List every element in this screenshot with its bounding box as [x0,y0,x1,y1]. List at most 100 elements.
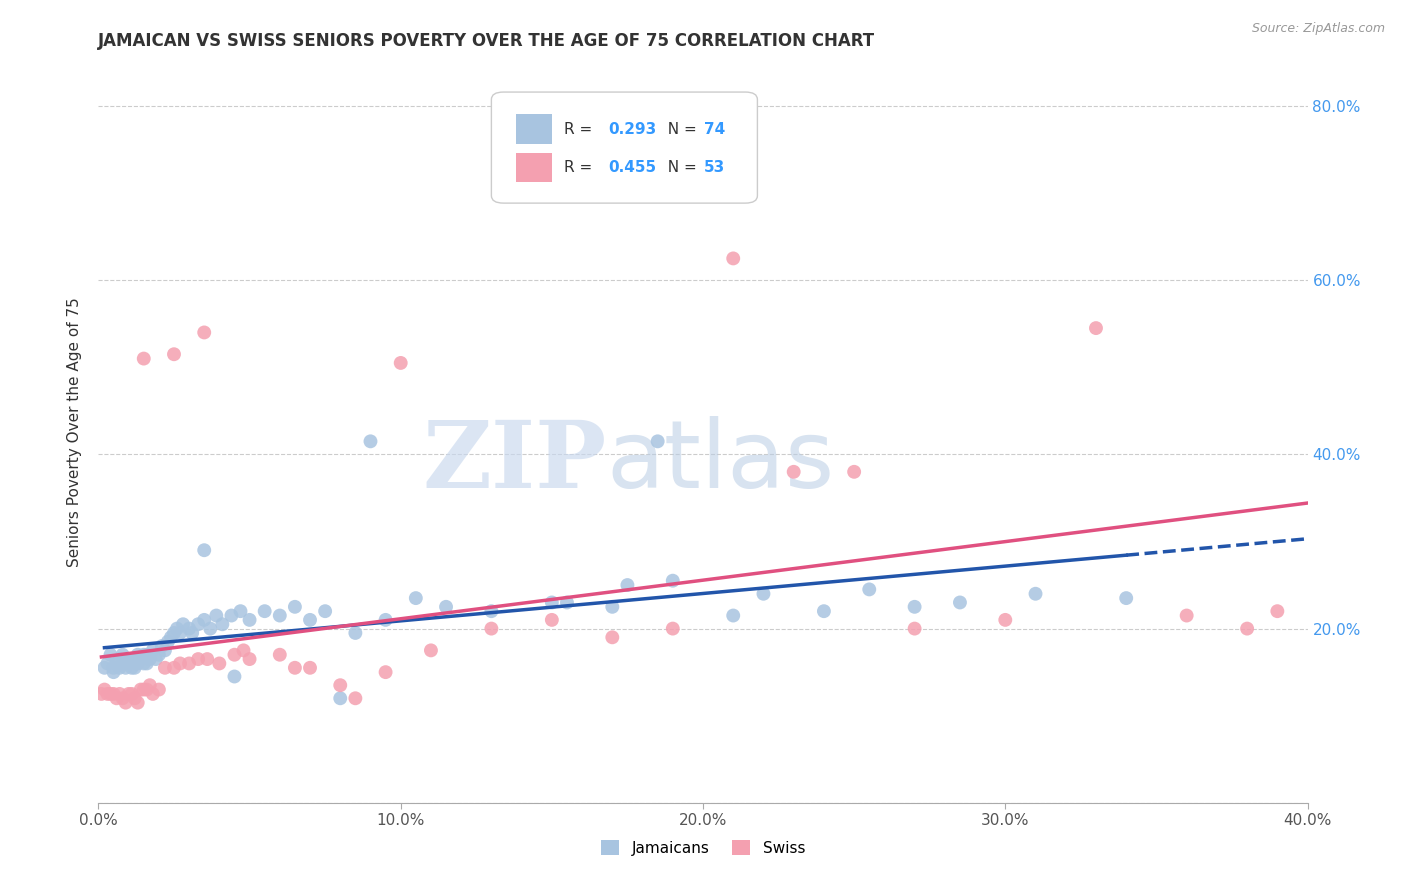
Point [172,617,194,632]
Legend: Jamaicans, Swiss: Jamaicans, Swiss [595,834,811,862]
Point [129,682,152,697]
Point [111,657,134,671]
Point [105,657,128,671]
Point [148,682,170,697]
Point [229,604,252,618]
Point [124,691,146,706]
Point [121,687,143,701]
Point [540,613,562,627]
Point [150,639,173,653]
Point [904,622,927,636]
Point [187,652,209,666]
Point [163,347,186,361]
Point [211,617,233,632]
Point [103,661,125,675]
Point [221,608,243,623]
Point [193,543,215,558]
Point [156,634,179,648]
Point [93,682,115,697]
Point [124,652,146,666]
Point [193,613,215,627]
Point [111,648,134,662]
Point [195,652,218,666]
Point [118,687,141,701]
Point [752,587,775,601]
Point [100,687,122,701]
Point [844,465,866,479]
Point [299,661,322,675]
Point [118,657,141,671]
Point [420,643,443,657]
Point [205,608,228,623]
Point [299,613,322,627]
Point [661,622,683,636]
Point [163,661,186,675]
Point [127,648,149,662]
Point [105,691,128,706]
Point [540,595,562,609]
Text: atlas: atlas [606,417,835,508]
FancyBboxPatch shape [492,92,758,203]
Text: ZIP: ZIP [422,417,606,508]
Text: 53: 53 [704,160,725,175]
Point [111,691,134,706]
Y-axis label: Seniors Poverty Over the Age of 75: Seniors Poverty Over the Age of 75 [67,298,83,567]
Point [96,657,118,671]
Point [904,599,927,614]
Point [153,643,176,657]
Point [124,661,146,675]
Point [100,648,122,662]
Bar [516,114,551,144]
Point [114,696,136,710]
Point [114,661,136,675]
Point [647,434,669,449]
Point [616,578,638,592]
Point [132,682,155,697]
Point [723,252,745,266]
Text: 0.293: 0.293 [609,121,657,136]
Text: JAMAICAN VS SWISS SENIORS POVERTY OVER THE AGE OF 75 CORRELATION CHART: JAMAICAN VS SWISS SENIORS POVERTY OVER T… [98,32,876,50]
Point [103,665,125,680]
Text: N =: N = [658,160,702,175]
Point [163,626,186,640]
Point [193,326,215,340]
Point [723,608,745,623]
Point [127,696,149,710]
Point [405,591,427,606]
Point [329,678,352,692]
Point [179,622,201,636]
Point [374,665,396,680]
Point [783,465,806,479]
Point [224,648,246,662]
Point [389,356,412,370]
Point [142,687,165,701]
Point [239,652,262,666]
Point [360,434,382,449]
Point [284,599,307,614]
Point [1236,622,1258,636]
Text: 74: 74 [704,121,725,136]
Point [481,604,503,618]
Point [103,687,125,701]
Point [1024,587,1046,601]
Point [344,626,367,640]
Point [139,678,162,692]
Point [148,648,170,662]
Point [166,622,188,636]
Point [232,643,254,657]
Point [1267,604,1289,618]
Point [145,652,167,666]
Point [179,657,201,671]
Point [129,652,152,666]
Point [602,599,624,614]
Bar [516,153,551,182]
Point [200,622,222,636]
Point [239,613,262,627]
Point [555,595,578,609]
Point [108,687,131,701]
Point [434,599,457,614]
Text: 0.455: 0.455 [609,160,657,175]
Point [132,648,155,662]
Point [949,595,972,609]
Point [344,691,367,706]
